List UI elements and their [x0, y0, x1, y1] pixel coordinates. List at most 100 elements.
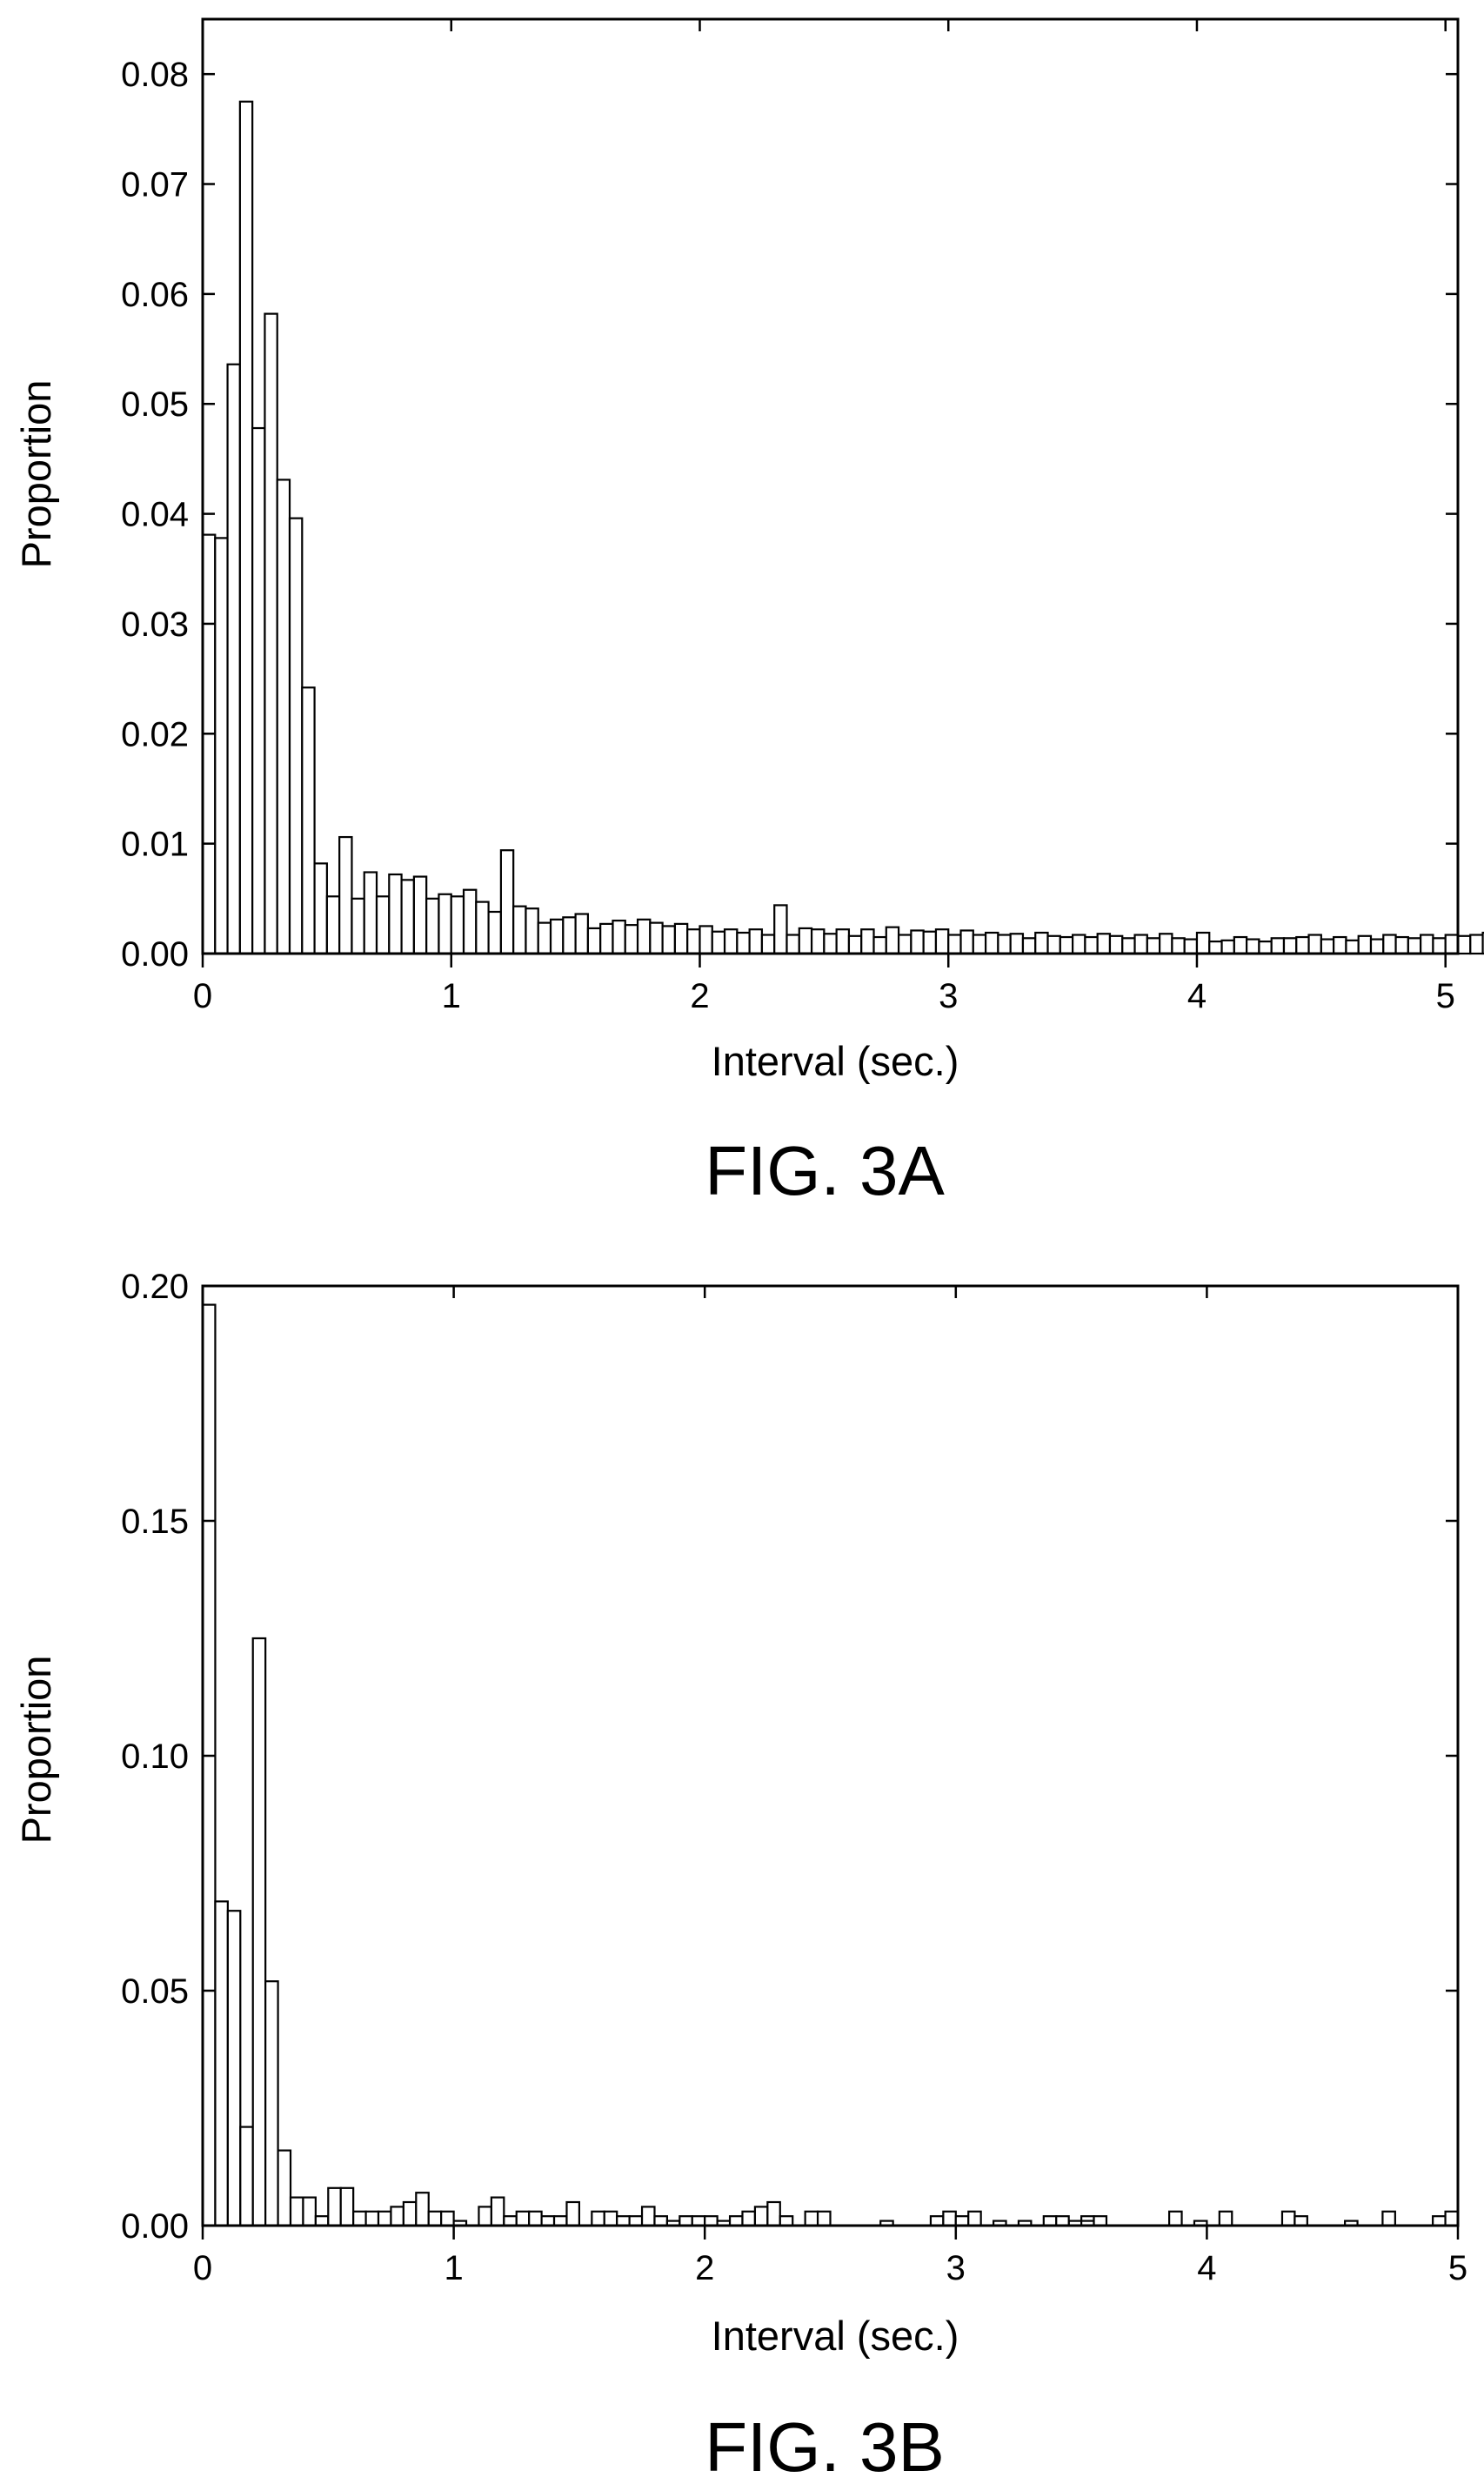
- bar-chartB-49: [816, 2210, 832, 2227]
- bar-chartA-10: [325, 895, 341, 955]
- bar-chartA-55: [885, 926, 900, 955]
- bar-chartA-46: [773, 904, 788, 955]
- bar-chartB-67: [1042, 2215, 1058, 2227]
- bar-chartB-59: [942, 2210, 957, 2227]
- bar-chartA-3: [238, 100, 254, 955]
- bar-chartB-4: [251, 1637, 267, 2227]
- bar-chartA-65: [1009, 933, 1025, 955]
- bar-chartA-87: [1282, 937, 1298, 955]
- bar-chartA-30: [574, 913, 590, 955]
- bar-chartB-40: [704, 2215, 719, 2227]
- bar-chartA-25: [512, 905, 527, 955]
- bar-chartB-7: [289, 2196, 304, 2227]
- bar-chartA-32: [599, 922, 614, 955]
- bar-chartB-6: [277, 2149, 292, 2227]
- bar-chartA-18: [425, 897, 440, 955]
- bar-chartB-42: [728, 2215, 744, 2227]
- bar-chartB-sparse-9: [1280, 2210, 1296, 2227]
- bar-chartA-83: [1233, 935, 1248, 955]
- bar-chartA-97: [1407, 937, 1422, 955]
- x-axis-label-fig-3b: Interval (sec.): [712, 2313, 959, 2359]
- bar-chartA-102: [1469, 934, 1484, 955]
- bar-chartA-43: [736, 931, 751, 955]
- bar-chartB-sparse-8: [1218, 2210, 1233, 2227]
- bar-chartB-14: [377, 2210, 392, 2227]
- bar-chartB-34: [628, 2215, 644, 2227]
- bar-chartB-27: [540, 2215, 556, 2227]
- bar-chartA-66: [1021, 937, 1037, 955]
- bar-chartB-9: [314, 2215, 330, 2227]
- bar-chartA-29: [562, 916, 577, 955]
- bar-chartB-32: [603, 2210, 618, 2227]
- bar-chartA-11: [338, 835, 353, 955]
- bar-chartA-14: [375, 895, 391, 955]
- bar-chartA-47: [785, 934, 800, 955]
- bar-chartA-95: [1382, 934, 1397, 955]
- bars-fig-3a: [201, 100, 1484, 955]
- bar-chartA-100: [1444, 934, 1460, 955]
- x-tick-label: 0: [193, 2249, 212, 2287]
- bar-chartA-64: [997, 934, 1012, 955]
- bar-chartA-88: [1295, 935, 1310, 955]
- x-tick-label: 5: [1436, 977, 1455, 1015]
- bar-chartB-sparse-14: [1444, 2210, 1460, 2227]
- bar-chartA-103: [1481, 931, 1484, 955]
- bar-chartA-93: [1357, 934, 1373, 955]
- bar-chartA-57: [910, 929, 925, 955]
- bar-chartA-35: [636, 918, 652, 955]
- bar-chartA-15: [388, 873, 403, 955]
- bar-chartA-42: [723, 928, 739, 955]
- bar-chartB-29: [565, 2200, 580, 2227]
- bar-chartB-1: [214, 1900, 229, 2227]
- y-tick-label: 0.04: [121, 496, 189, 534]
- bar-chartB-0: [201, 1303, 217, 2227]
- bar-chartA-12: [351, 897, 365, 955]
- bar-chartB-48: [804, 2210, 819, 2227]
- bar-chartA-62: [972, 934, 987, 955]
- bar-chartB-46: [779, 2215, 794, 2227]
- bar-chartB-16: [402, 2200, 418, 2227]
- bar-chartA-89: [1307, 934, 1322, 955]
- bar-chartB-25: [515, 2210, 531, 2227]
- bar-chartA-6: [276, 479, 291, 955]
- bar-chartB-sparse-13: [1432, 2215, 1447, 2227]
- bar-chartA-38: [673, 922, 689, 955]
- bar-chartA-23: [487, 910, 502, 955]
- y-tick-label: 0.03: [121, 606, 189, 644]
- bar-chartA-63: [984, 931, 999, 955]
- bar-chartA-68: [1046, 934, 1061, 955]
- y-axis-fig-3b: 0.00 0.05 0.10 0.15 0.20: [121, 1268, 1458, 2246]
- bar-chartA-81: [1208, 941, 1223, 955]
- x-tick-label: 0: [193, 977, 212, 1015]
- bar-chartB-17: [415, 2192, 430, 2227]
- y-tick-label: 0.10: [121, 1737, 189, 1776]
- bar-chartA-21: [462, 888, 478, 955]
- bar-chartB-sparse-10: [1293, 2215, 1308, 2227]
- bar-chartA-53: [860, 928, 875, 955]
- bar-chartA-92: [1345, 939, 1360, 955]
- x-tick-label: 1: [442, 977, 461, 1015]
- bar-chartA-101: [1456, 934, 1472, 955]
- bar-chartA-73: [1108, 934, 1124, 955]
- y-tick-label: 0.00: [121, 935, 189, 974]
- bar-chartA-94: [1369, 938, 1385, 955]
- bar-chartA-54: [872, 935, 887, 955]
- bar-chartA-77: [1159, 933, 1173, 955]
- bar-chartB-28: [552, 2215, 568, 2227]
- bar-chartA-98: [1420, 934, 1434, 955]
- bar-chartB-sparse-5: [1093, 2215, 1108, 2227]
- bar-chartA-31: [586, 927, 602, 955]
- bar-chartA-2: [226, 363, 241, 955]
- bar-chartB-18: [427, 2210, 443, 2227]
- bar-chartA-0: [201, 533, 217, 955]
- x-tick-label: 1: [444, 2249, 463, 2287]
- bar-chartA-33: [612, 919, 626, 955]
- bar-chartA-1: [214, 537, 229, 955]
- bar-chartA-8: [301, 686, 316, 955]
- chart-fig-3b: 0.00 0.05 0.10 0.15 0.20 0 1 2 3 4 5 Interval (se…: [13, 1268, 1467, 2484]
- y-tick-label: 0.08: [121, 56, 189, 94]
- bar-chartA-50: [823, 933, 838, 955]
- y-axis-label-fig-3b: Proportion: [13, 1656, 59, 1845]
- bar-chartA-44: [748, 928, 764, 955]
- bar-chartA-34: [624, 924, 639, 955]
